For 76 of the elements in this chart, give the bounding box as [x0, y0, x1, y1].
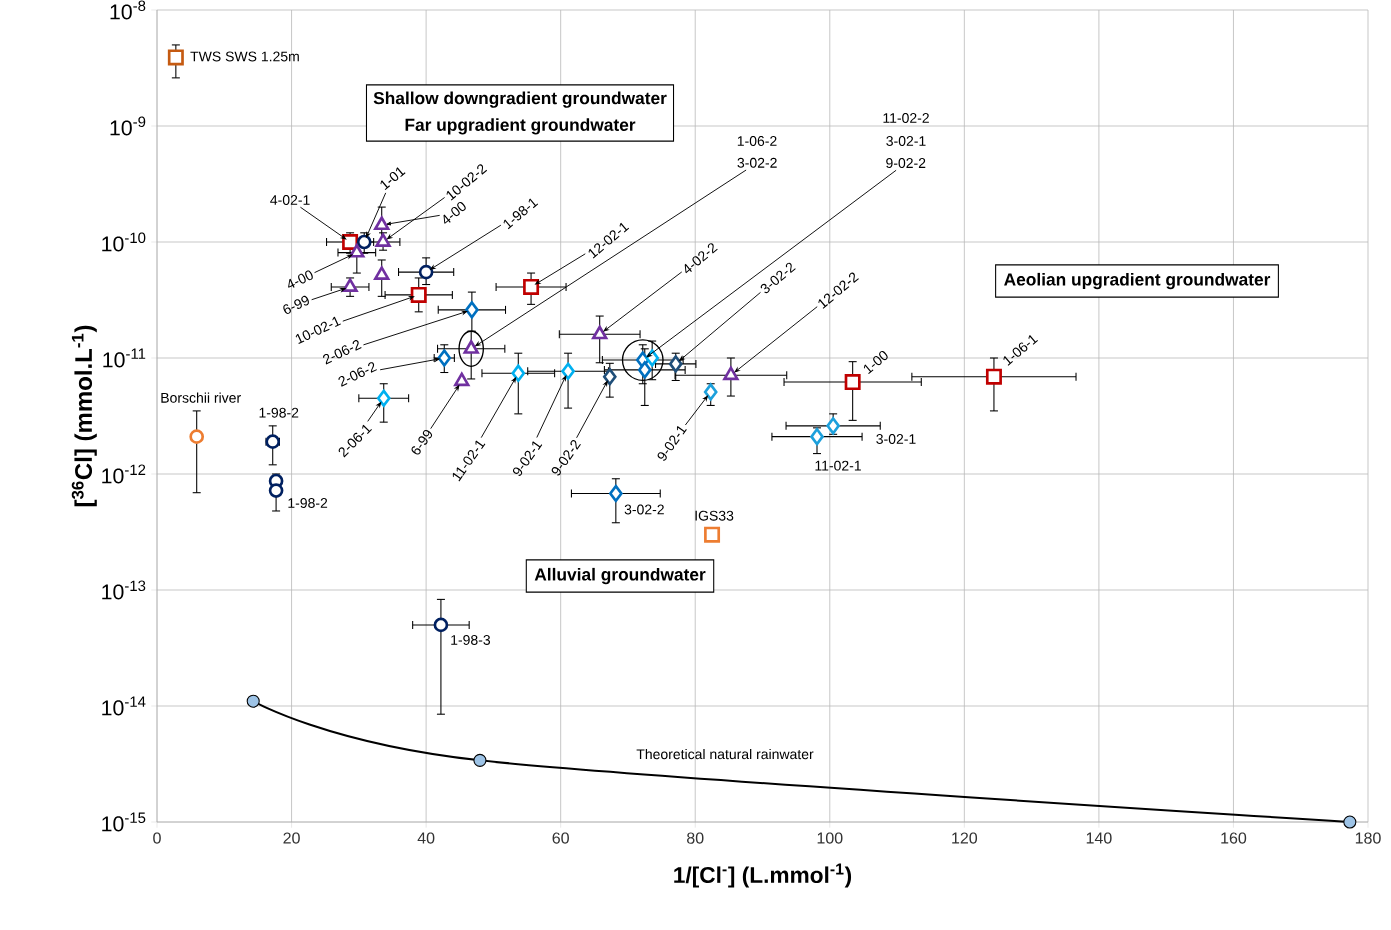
y-tick-label: 10$^{-8}$ — [110, 0, 146, 20]
point — [609, 484, 623, 503]
x-tick-label: 180 — [1355, 832, 1381, 844]
annotation: TWS SWS 1.25m — [190, 51, 299, 62]
point — [189, 429, 205, 444]
annotation: 11-02-1 — [815, 460, 861, 471]
point — [723, 366, 739, 381]
point — [985, 368, 1002, 385]
annotation: 1-06-2 — [737, 136, 777, 146]
annotation: Shallow downgradient groundwater — [373, 91, 667, 108]
point — [437, 349, 452, 367]
point — [268, 483, 284, 498]
annotation: Theoretical natural rainwater — [636, 748, 814, 760]
annotation: 1-98-2 — [259, 407, 299, 418]
x-tick-label: 20 — [283, 832, 300, 844]
x-tick-label: 160 — [1221, 832, 1247, 844]
y-tick-label: 10$^{-15}$ — [102, 812, 146, 832]
annotation: Far upgradient groundwater — [405, 118, 636, 135]
y-tick-label: 10$^{-14}$ — [102, 696, 146, 716]
annotation: 4-00 — [288, 270, 313, 288]
point — [418, 264, 434, 280]
y-tick-label: 10$^{-9}$ — [110, 116, 146, 136]
point — [561, 362, 575, 380]
annotation: 4-00 — [443, 201, 466, 224]
annotation: 3-02-2 — [737, 157, 777, 168]
annotation: 6-99 — [283, 295, 309, 314]
y-tick-label: 10$^{-10}$ — [102, 232, 146, 252]
annotation: 4-02-1 — [270, 195, 310, 205]
point — [376, 389, 391, 407]
point — [433, 617, 449, 633]
y-tick-label: 10$^{-13}$ — [102, 580, 146, 600]
annotation: 1-01 — [380, 167, 406, 191]
x-tick-label: 60 — [552, 832, 569, 844]
point — [592, 325, 608, 340]
point — [342, 278, 358, 292]
point — [844, 374, 861, 391]
x-tick-label: 140 — [1086, 832, 1112, 844]
y-axis-title: [$^{36}$Cl] (mmol.L$^{-1}$) — [71, 325, 97, 507]
point — [602, 368, 617, 386]
point — [523, 278, 540, 295]
annotation: 1-00 — [863, 351, 888, 375]
y-tick-label: 10$^{-12}$ — [102, 464, 146, 484]
annotation: 3-02-1 — [876, 434, 916, 444]
annotation: Borschii river — [161, 392, 241, 403]
annotation: IGS33 — [695, 510, 734, 521]
point — [454, 372, 470, 387]
point — [410, 286, 427, 303]
x-tick-label: 100 — [817, 832, 843, 844]
point — [704, 526, 721, 543]
point — [465, 301, 479, 319]
point — [703, 383, 718, 401]
point — [246, 694, 260, 708]
point — [374, 266, 390, 280]
annotation: 1-98-3 — [451, 634, 491, 645]
point — [349, 243, 365, 258]
annotation: 3-02-1 — [886, 136, 926, 146]
annotation: Alluvial groundwater — [534, 567, 706, 585]
point — [1343, 815, 1357, 829]
x-tick-label: 120 — [952, 832, 978, 844]
point — [826, 417, 840, 435]
annotation: 1-98-2 — [288, 498, 328, 508]
annotation: 9-02-2 — [886, 158, 926, 169]
y-tick-label: 10$^{-11}$ — [103, 348, 146, 368]
point — [668, 355, 683, 373]
x-axis-title: 1/[Cl$^{-}$] (L.mmol$^{-1}$) — [674, 863, 852, 888]
point — [473, 753, 487, 767]
x-tick-label: 0 — [153, 832, 161, 844]
point — [167, 49, 184, 66]
point — [511, 364, 526, 382]
point — [374, 216, 390, 231]
x-tick-label: 80 — [687, 832, 704, 844]
x-tick-label: 40 — [417, 832, 435, 844]
annotation: 3-02-2 — [624, 504, 664, 515]
annotation: Aeolian upgradient groundwater — [1004, 272, 1271, 290]
annotation: 11-02-2 — [883, 113, 929, 123]
point — [810, 427, 824, 446]
